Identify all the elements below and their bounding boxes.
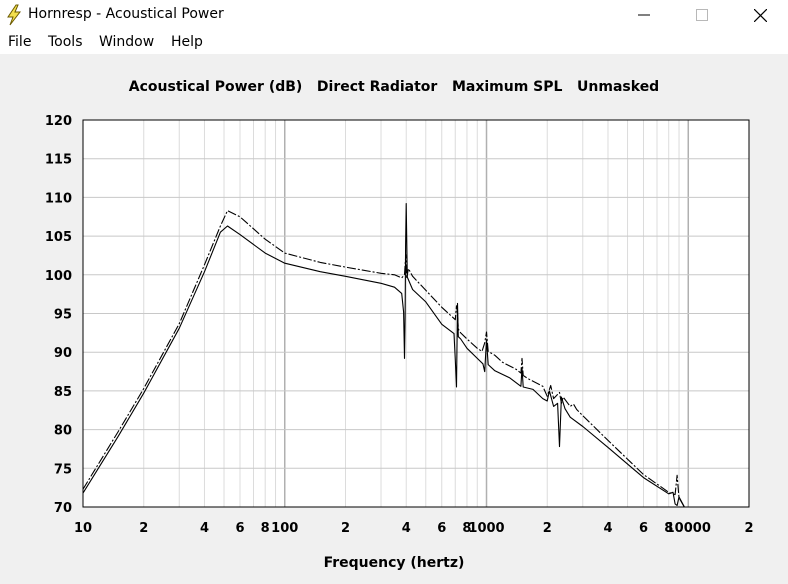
- x-tick-label: 6: [639, 521, 648, 536]
- y-tick-label: 75: [54, 462, 72, 477]
- menu-tools[interactable]: Tools: [48, 34, 83, 50]
- y-tick-label: 80: [54, 424, 72, 439]
- x-tick-label: 2: [543, 521, 552, 536]
- menu-bar: File Tools Window Help: [0, 30, 788, 54]
- menu-window[interactable]: Window: [99, 34, 155, 50]
- x-tick-label: 6: [235, 521, 244, 536]
- y-tick-label: 95: [54, 308, 72, 323]
- title-bar: Hornresp - Acoustical Power: [0, 0, 788, 30]
- x-tick-label: 2: [341, 521, 350, 536]
- minimize-icon: [638, 14, 650, 16]
- close-button[interactable]: [731, 0, 788, 30]
- x-tick-label: 10000: [666, 521, 711, 536]
- x-tick-label: 8: [462, 521, 471, 536]
- menu-help[interactable]: Help: [171, 34, 203, 50]
- series-dashed-line: [83, 210, 685, 507]
- x-tick-label: 4: [200, 521, 209, 536]
- y-tick-label: 105: [45, 230, 72, 245]
- chart-title: Acoustical Power (dB) Direct Radiator Ma…: [128, 79, 660, 95]
- x-axis-label: Frequency (hertz): [323, 555, 465, 571]
- y-tick-label: 85: [54, 385, 72, 400]
- plot-frame: [82, 119, 750, 508]
- x-tick-label: 4: [402, 521, 411, 536]
- x-tick-label: 4: [603, 521, 612, 536]
- x-tick-label: 10: [74, 521, 92, 536]
- y-tick-label: 100: [45, 269, 72, 284]
- close-icon: [753, 8, 767, 22]
- x-tick-label: 2: [139, 521, 148, 536]
- y-tick-label: 90: [54, 346, 72, 361]
- x-tick-label: 100: [271, 521, 298, 536]
- menu-file[interactable]: File: [8, 34, 32, 50]
- y-tick-label: 120: [45, 114, 72, 129]
- y-tick-label: 115: [45, 153, 72, 168]
- x-tick-label: 1000: [468, 521, 504, 536]
- x-tick-label: 8: [261, 521, 270, 536]
- minimize-button[interactable]: [615, 0, 673, 30]
- x-tick-label: 2: [744, 521, 753, 536]
- maximize-button[interactable]: [673, 0, 731, 30]
- y-tick-label: 110: [45, 191, 72, 206]
- series-solid-line: [83, 203, 686, 507]
- window-title: Hornresp - Acoustical Power: [28, 6, 224, 22]
- y-tick-label: 70: [54, 501, 72, 516]
- maximize-icon: [696, 9, 708, 21]
- x-tick-label: 8: [664, 521, 673, 536]
- x-tick-label: 6: [437, 521, 446, 536]
- lightning-icon: [7, 4, 22, 26]
